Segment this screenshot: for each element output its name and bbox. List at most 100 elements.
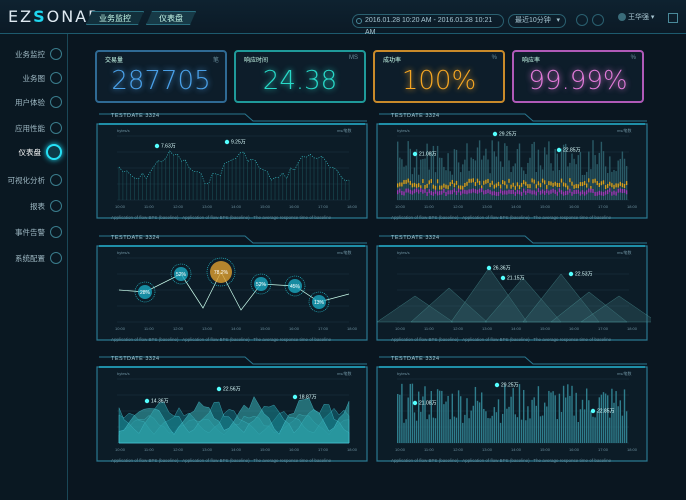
x-tick-label: 10:00 <box>395 204 406 209</box>
x-tick-label: 18:00 <box>347 447 358 452</box>
bar-mark <box>420 159 422 200</box>
bar-mark <box>546 406 548 443</box>
bar-mark <box>462 422 464 443</box>
user-icon <box>50 96 62 108</box>
sidebar-item-7[interactable]: 事件告警 <box>0 222 68 242</box>
bar-mark <box>466 398 468 443</box>
bar-mark <box>583 174 586 200</box>
node-circle <box>174 267 188 281</box>
annotation-label: 7.63万 <box>161 144 176 150</box>
x-tick-label: 15:00 <box>540 326 551 331</box>
legend-item: Application of flow BPS (baseline) <box>391 337 459 342</box>
bar-mark <box>478 140 481 200</box>
bar-mark <box>586 388 588 443</box>
sidebar-item-3[interactable]: 应用性能 <box>0 118 68 138</box>
bar-mark <box>506 145 508 200</box>
bar-mark <box>604 393 607 443</box>
bar-mark <box>508 406 510 443</box>
kpi-unit: MS <box>349 55 358 61</box>
sidebar-item-4[interactable]: 仪表盘 <box>0 142 68 162</box>
x-tick-label: 16:00 <box>289 204 300 209</box>
sidebar-item-2[interactable]: 用户体验 <box>0 92 68 112</box>
bar-mark <box>537 386 540 443</box>
x-tick-label: 16:00 <box>289 326 300 331</box>
sidebar-item-1[interactable]: 业务图 <box>0 68 68 88</box>
x-tick-label: 13:00 <box>202 447 213 452</box>
bar-mark <box>560 148 563 200</box>
node-label: 28% <box>140 290 151 296</box>
sidebar-item-label: 用户体验 <box>15 97 45 107</box>
avatar <box>618 13 626 22</box>
bar-mark <box>491 415 493 443</box>
bar-mark <box>600 141 603 200</box>
bar-mark <box>539 165 542 200</box>
bar-mark <box>558 393 561 443</box>
x-tick-label: 14:00 <box>231 447 242 452</box>
bar-mark <box>434 418 437 443</box>
sidebar-item-0[interactable]: 业务监控 <box>0 44 68 64</box>
bar-mark <box>451 174 453 200</box>
time-range-select[interactable]: 最近10分钟 ▾ <box>508 14 566 28</box>
fullscreen-icon[interactable] <box>668 13 678 23</box>
bell-icon[interactable] <box>576 14 588 26</box>
bar-mark <box>575 392 577 443</box>
sidebar-item-6[interactable]: 报表 <box>0 196 68 216</box>
monitor-icon <box>50 48 62 60</box>
x-tick-label: 10:00 <box>115 447 126 452</box>
bar-mark <box>575 164 577 200</box>
node-ring <box>308 291 330 313</box>
sidebar-item-8[interactable]: 系统配置 <box>0 248 68 268</box>
bar-mark <box>455 149 458 200</box>
legend-item: The average response time of baseline <box>253 458 332 463</box>
axis-unit-left: bytes/s <box>117 128 130 133</box>
bar-mark <box>493 151 495 200</box>
app-logo[interactable]: EZSONAR <box>8 7 101 26</box>
bar-mark <box>571 153 573 200</box>
node-label: 45% <box>290 284 301 290</box>
bar-mark <box>483 155 485 200</box>
panel-title: TESTDATE 3324 <box>111 113 160 119</box>
bar-mark <box>546 154 548 200</box>
date-range-picker[interactable]: 2016.01.28 10:20 AM - 2016.01.28 10:21 A… <box>352 14 504 36</box>
legend-item: Application of flow BPS (baseline) <box>182 215 250 220</box>
x-tick-label: 11:00 <box>424 447 434 452</box>
bar-mark <box>600 394 603 443</box>
x-tick-label: 12:00 <box>173 326 184 331</box>
user-menu[interactable]: 王华强 ▾ <box>618 12 654 22</box>
node-label: 52% <box>176 272 187 278</box>
bar-mark <box>474 386 477 443</box>
bar-mark <box>457 390 460 443</box>
annotation-label: 9.25万 <box>231 140 246 146</box>
axis-unit-left: bytes/s <box>397 371 410 376</box>
bar-mark <box>516 417 519 443</box>
bar-mark <box>441 390 443 443</box>
bar-mark <box>533 397 535 443</box>
bar-mark <box>447 153 449 200</box>
x-tick-label: 13:00 <box>482 204 493 209</box>
x-tick-label: 15:00 <box>260 204 271 209</box>
bar-mark <box>424 158 426 200</box>
bar-mark <box>619 400 621 443</box>
x-tick-label: 16:00 <box>569 326 580 331</box>
bar-mark <box>422 396 424 443</box>
legend-item: Application of flow BPS (baseline) <box>182 337 250 342</box>
sidebar-item-label: 可视化分析 <box>7 175 46 185</box>
bar-mark <box>588 151 590 200</box>
sidebar-item-5[interactable]: 可视化分析 <box>0 170 68 190</box>
breadcrumb-item-dashboard[interactable]: 仪表盘 <box>146 11 196 25</box>
bar-mark <box>567 384 569 443</box>
bar-mark <box>441 157 443 200</box>
bar-mark <box>407 141 409 200</box>
x-tick-label: 13:00 <box>482 447 493 452</box>
dashboard-icon <box>46 144 62 160</box>
bar-mark <box>581 174 584 200</box>
menu-icon[interactable] <box>592 14 604 26</box>
breadcrumb-item-monitor[interactable]: 业务监控 <box>86 11 144 25</box>
bar-mark <box>520 419 523 443</box>
node-circle <box>312 295 326 309</box>
annotation-point <box>412 400 418 406</box>
bar-mark <box>531 399 533 443</box>
x-tick-label: 12:00 <box>173 204 184 209</box>
bar-mark <box>510 396 512 443</box>
bar-mark <box>617 160 619 200</box>
